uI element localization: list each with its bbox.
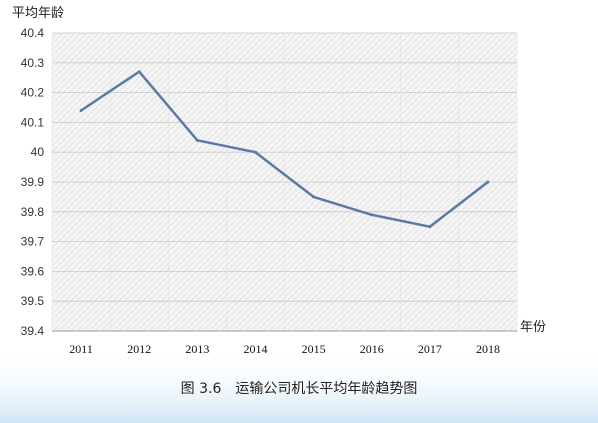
y-tick-label: 40.3 [21, 56, 45, 70]
data-point [253, 150, 257, 154]
x-tick-label: 2015 [302, 342, 326, 356]
x-tick-label: 2011 [69, 342, 93, 356]
data-point [428, 225, 432, 229]
data-points [79, 70, 490, 229]
y-tick-label: 39.6 [21, 264, 45, 278]
data-point [370, 213, 374, 217]
y-tick-label: 40.4 [21, 26, 45, 40]
y-tick-label: 39.8 [21, 205, 45, 219]
grid [51, 32, 518, 332]
x-axis-title: 年份 [520, 320, 546, 335]
data-point [312, 195, 316, 199]
x-tick-label: 2018 [476, 342, 500, 356]
y-tick-label: 40.2 [21, 86, 45, 100]
data-point [486, 180, 490, 184]
x-ticks: 2011 2012 2013 2014 2015 2016 2017 2018 [69, 342, 500, 356]
y-ticks: 39.4 39.5 39.6 39.7 39.8 39.9 40 40.1 40.2 40.3 40… [21, 26, 45, 338]
data-point [137, 70, 141, 74]
data-point [195, 138, 199, 142]
y-tick-label: 39.5 [21, 294, 45, 308]
x-tick-label: 2017 [418, 342, 442, 356]
series-line [79, 70, 490, 228]
y-tick-label: 39.4 [21, 324, 45, 338]
bottom-wash [0, 350, 598, 423]
figure-caption: 图 3.6 运输公司机长平均年龄趋势图 [181, 381, 418, 397]
x-tick-label: 2013 [185, 342, 209, 356]
y-tick-label: 39.9 [21, 175, 45, 189]
data-point [79, 108, 83, 112]
x-tick-label: 2014 [243, 342, 267, 356]
x-tick-label: 2016 [360, 342, 384, 356]
y-tick-label: 39.7 [21, 235, 45, 249]
y-tick-label: 40.1 [21, 115, 45, 129]
x-tick-label: 2012 [127, 342, 151, 356]
y-axis-title: 平均年龄 [12, 6, 64, 21]
y-tick-label: 40 [31, 145, 45, 159]
